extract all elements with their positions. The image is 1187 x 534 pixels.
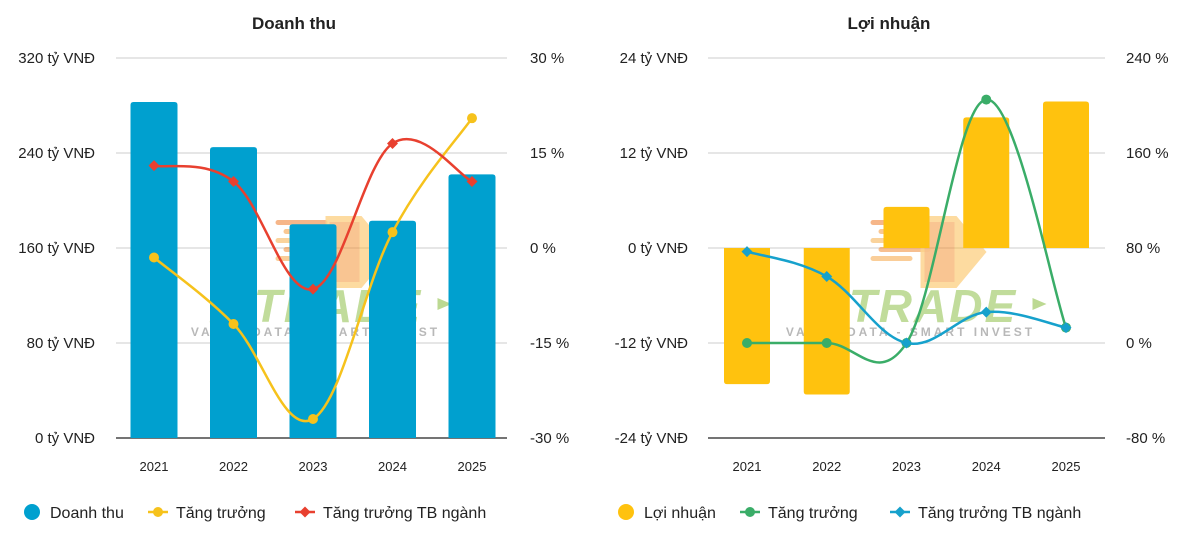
- profit-bar-2023: [883, 206, 930, 248]
- revenue-point-industry-growth-2024: [387, 138, 398, 149]
- profit-x-tick-label: 2021: [733, 459, 762, 474]
- profit-point-growth-2021: [742, 338, 752, 348]
- revenue-y2-tick-label: 30 %: [530, 50, 564, 67]
- profit-legend-label[interactable]: Lợi nhuận: [644, 505, 716, 522]
- revenue-legend-label[interactable]: Tăng trưởng TB ngành: [323, 505, 486, 522]
- revenue-bar-2025: [448, 174, 496, 438]
- profit-x-tick-label: 2022: [812, 459, 841, 474]
- revenue-x-tick-label: 2024: [378, 459, 407, 474]
- revenue-point-industry-growth-2022: [228, 176, 239, 187]
- revenue-x-tick-label: 2022: [219, 459, 248, 474]
- revenue-y-tick-label: 0 tỷ VNĐ: [35, 430, 95, 447]
- revenue-y2-tick-label: -15 %: [530, 335, 569, 352]
- revenue-legend-label[interactable]: Tăng trưởng: [176, 505, 266, 522]
- profit-chart-title: Lợi nhuận: [848, 14, 931, 33]
- profit-bar-2025: [1043, 101, 1089, 249]
- profit-legend-marker-2: [890, 506, 910, 518]
- revenue-bar-2021: [130, 101, 178, 438]
- revenue-point-growth-2023: [308, 414, 318, 424]
- revenue-x-tick-label: 2023: [299, 459, 328, 474]
- revenue-x-tick-label: 2021: [140, 459, 169, 474]
- profit-watermark-arrow: [1032, 298, 1047, 310]
- revenue-legend-label[interactable]: Doanh thu: [50, 505, 124, 522]
- profit-y-tick-label: 0 tỷ VNĐ: [628, 240, 688, 257]
- profit-y2-tick-label: 240 %: [1126, 50, 1169, 67]
- revenue-y-tick-label: 240 tỷ VNĐ: [18, 145, 95, 162]
- profit-y2-tick-label: 80 %: [1126, 240, 1160, 257]
- revenue-legend: Doanh thu Tăng trưởng Tăng trưởng TB ngành: [24, 504, 486, 522]
- profit-legend-marker-0: [618, 504, 634, 520]
- profit-legend: Lợi nhuận Tăng trưởng Tăng trưởng TB ngành: [618, 504, 1081, 522]
- revenue-point-industry-growth-2025: [466, 176, 478, 187]
- profit-legend-marker-1: [740, 507, 760, 517]
- revenue-y-tick-label: 80 tỷ VNĐ: [27, 335, 96, 352]
- revenue-y-tick-label: 160 tỷ VNĐ: [18, 240, 95, 257]
- revenue-legend-marker-2: [295, 506, 315, 518]
- profit-y2-tick-label: -80 %: [1126, 430, 1165, 447]
- revenue-y2-tick-label: 0 %: [530, 240, 556, 257]
- revenue-point-growth-2025: [467, 113, 477, 124]
- profit-point-industry-growth-2025: [1060, 322, 1072, 334]
- revenue-legend-marker-1: [148, 507, 168, 517]
- revenue-watermark-arrow: [437, 298, 452, 310]
- profit-x-tick-label: 2024: [972, 459, 1001, 474]
- revenue-point-industry-growth-2023: [307, 283, 319, 295]
- revenue-legend-marker-0: [24, 504, 40, 520]
- revenue-point-industry-growth-2021: [148, 160, 160, 172]
- profit-x-tick-label: 2025: [1052, 459, 1081, 474]
- revenue-y-tick-label: 320 tỷ VNĐ: [18, 50, 95, 67]
- profit-y2-tick-label: 160 %: [1126, 145, 1169, 162]
- profit-point-industry-growth-2021: [741, 246, 753, 258]
- profit-y-tick-label: -24 tỷ VNĐ: [615, 430, 689, 447]
- revenue-x-tick-label: 2025: [458, 459, 487, 474]
- profit-point-industry-growth-2024: [980, 306, 992, 318]
- profit-point-industry-growth-2022: [821, 271, 833, 282]
- profit-y-tick-label: -12 tỷ VNĐ: [615, 335, 689, 352]
- profit-legend-label[interactable]: Tăng trưởng: [768, 505, 858, 522]
- revenue-point-growth-2022: [228, 319, 239, 329]
- profit-point-growth-2022: [821, 338, 832, 348]
- profit-y-tick-label: 24 tỷ VNĐ: [620, 50, 689, 67]
- revenue-bar-2022: [210, 147, 257, 438]
- profit-bar-2024: [963, 117, 1010, 248]
- revenue-y2-tick-label: -30 %: [530, 430, 569, 447]
- revenue-y2-tick-label: 15 %: [530, 145, 564, 162]
- revenue-point-growth-2024: [387, 227, 398, 238]
- profit-y-tick-label: 12 tỷ VNĐ: [620, 145, 689, 162]
- profit-legend-label[interactable]: Tăng trưởng TB ngành: [918, 505, 1081, 522]
- profit-x-tick-label: 2023: [892, 459, 921, 474]
- profit-point-industry-growth-2023: [901, 337, 912, 349]
- revenue-point-growth-2021: [149, 252, 159, 263]
- revenue-bar-2024: [369, 220, 416, 438]
- profit-y2-tick-label: 0 %: [1126, 335, 1152, 352]
- revenue-chart-title: Doanh thu: [252, 14, 336, 33]
- profit-point-growth-2024: [981, 94, 992, 105]
- profit-bar-2021: [724, 248, 770, 385]
- revenue-bar-2023: [289, 224, 337, 438]
